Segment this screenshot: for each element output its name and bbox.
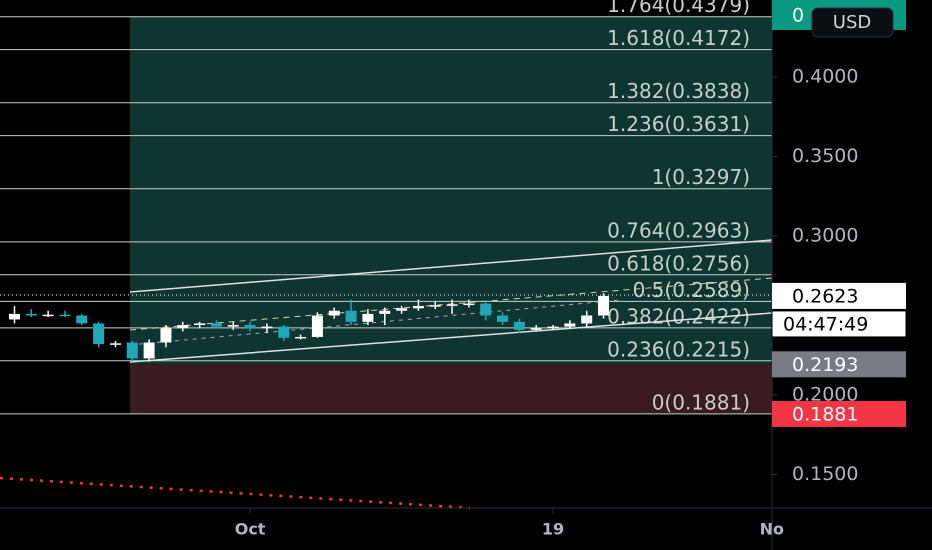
channel-upper [129,239,773,293]
candle-body [295,336,307,339]
candle-body [210,323,222,327]
candle-body [412,305,424,309]
candle-body [311,315,323,337]
x-tick-label: 19 [542,520,564,539]
candle-body [194,323,206,326]
candles [8,293,610,362]
y-tick-label: 0.1500 [792,463,858,485]
currency-label[interactable]: USD [833,12,871,33]
candle-body [513,321,525,330]
candle-body [93,323,105,345]
candle-body [25,313,37,316]
candle-body [345,310,357,322]
candle-body [429,305,441,307]
fib-label: 1(0.3297) [652,165,750,189]
candle-body [463,303,475,306]
fib-label: 0.618(0.2756) [607,251,750,275]
candle-body [76,315,88,324]
fib-zone-down [130,364,772,414]
candle-body [446,304,458,306]
y-tick-label: 0.3500 [792,145,858,167]
fib-zone-up [130,16,772,365]
fib-zones [130,16,772,414]
fib-label: 1.382(0.3838) [607,79,750,103]
fib-label: 1.618(0.4172) [607,26,750,50]
y-tick-label: 0.4000 [792,65,858,87]
candle-body [177,325,189,329]
candle-body [480,303,492,316]
price-tag [772,282,906,309]
price-tag-label: 0.2623 [792,285,858,307]
fib-label: 0(0.1881) [652,390,750,414]
candle-body [109,343,121,345]
channel-mid [129,277,773,331]
x-tick-label: Oct [235,520,266,539]
countdown-label: 04:47:49 [783,313,868,335]
candle-body [278,326,290,338]
candle-body [396,308,408,311]
countdown-tag [771,310,907,338]
top-tag-label: 0 [792,5,804,27]
price-tag-label: 0.2193 [792,354,858,376]
fib-label: 1.236(0.3631) [607,112,750,136]
candle-body [547,326,559,329]
candle-body [160,328,172,343]
currency-button[interactable] [811,7,894,38]
candle-body [362,313,374,322]
fib-label: 1.764(0.4379) [607,0,750,17]
candle-body [497,315,509,322]
candle-body [143,342,155,359]
candle-body [126,342,138,359]
candle-body [42,314,54,317]
candle-body [261,326,273,329]
axes: 0.4000 0.3500 0.3000 0.2000 0.1500 Oct 19 No [235,65,859,538]
x-tick-label: No [760,520,784,539]
fib-label: 0.5(0.2589) [633,278,750,302]
candle-body [227,325,239,327]
candle-body [59,314,71,317]
fib-label: 0.764(0.2963) [607,218,750,242]
trend-line [0,476,471,510]
channel-lower [129,312,773,363]
candle-body [8,313,20,320]
price-tag-label: 0.1881 [792,403,858,425]
candle-body [379,310,391,314]
candle-body [530,328,542,330]
fib-lines: 1.764(0.4379) 1.618(0.4172) 1.382(0.3838) 1… [0,0,772,415]
candle-body [244,325,256,329]
candle-body [328,310,340,316]
candle-body [564,323,576,327]
price-tag [772,351,906,378]
candle-body [598,295,610,316]
price-tag [772,400,906,427]
fib-label: 0.236(0.2215) [607,337,750,361]
channel-mid2 [129,299,621,346]
candle-body [581,315,593,324]
y-tick-label: 0.3000 [792,224,858,246]
price-tags: 0.2623 04:47:49 0.2193 0.1881 [771,282,907,427]
y-tick-label: 0.2000 [792,383,858,405]
